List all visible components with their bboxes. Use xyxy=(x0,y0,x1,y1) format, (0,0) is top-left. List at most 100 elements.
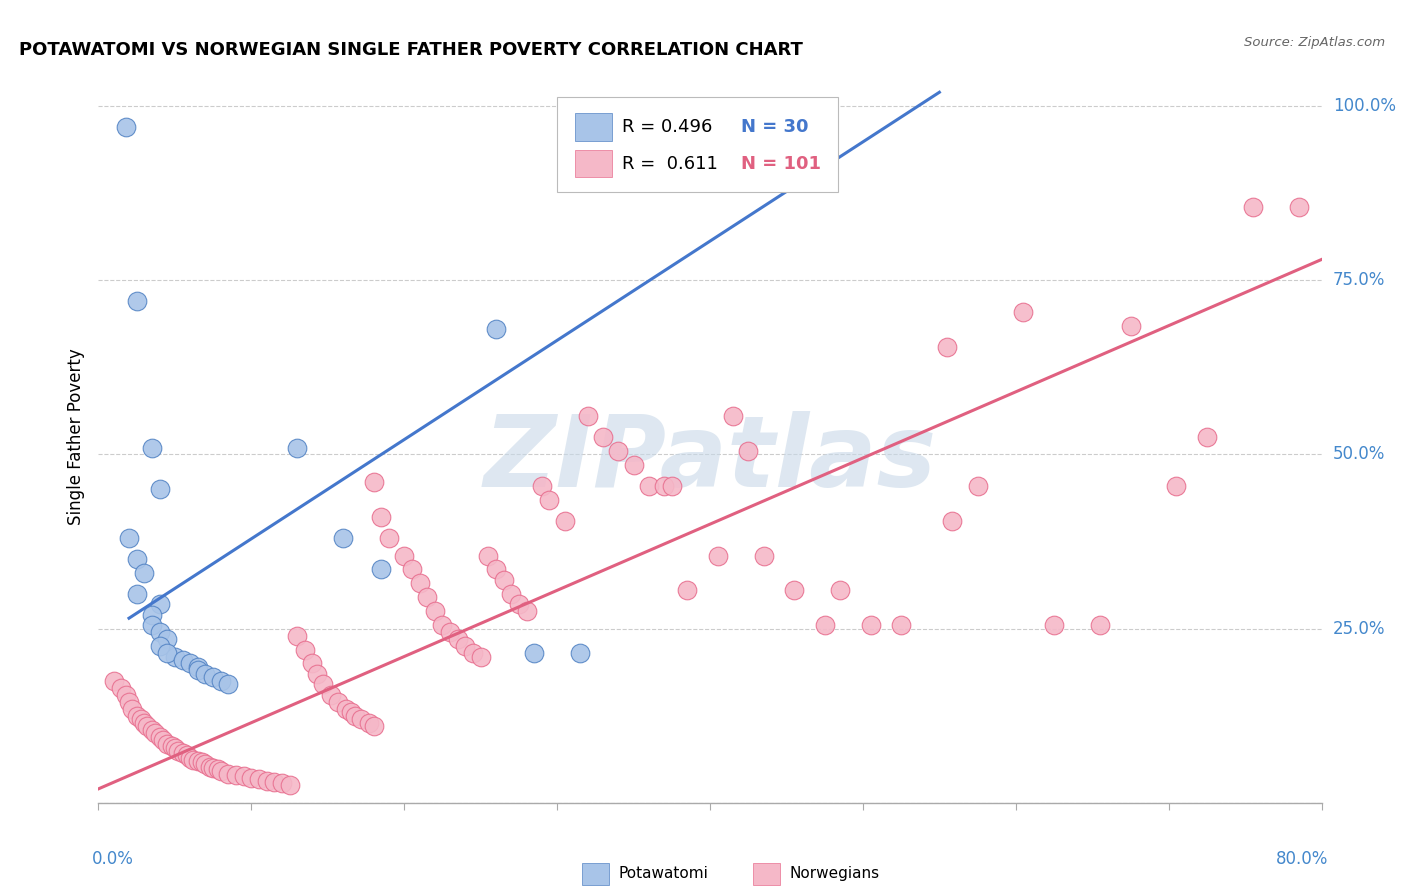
Point xyxy=(706,549,728,563)
Point xyxy=(328,695,350,709)
Point xyxy=(263,775,285,789)
Point xyxy=(576,409,599,424)
Point xyxy=(477,549,499,563)
Point xyxy=(1166,479,1188,493)
Point xyxy=(240,771,263,785)
Text: 25.0%: 25.0% xyxy=(1333,620,1385,638)
Text: N = 30: N = 30 xyxy=(741,118,808,136)
Point xyxy=(167,743,190,757)
Point xyxy=(890,618,912,632)
Point xyxy=(156,646,179,660)
Point xyxy=(160,739,183,753)
Point xyxy=(125,587,148,601)
Point xyxy=(1241,200,1264,214)
Text: Norwegians: Norwegians xyxy=(790,866,880,881)
Point xyxy=(207,763,229,777)
Point xyxy=(392,549,416,563)
Point xyxy=(198,759,221,773)
FancyBboxPatch shape xyxy=(582,863,609,885)
Y-axis label: Single Father Poverty: Single Father Poverty xyxy=(67,349,86,525)
Point xyxy=(187,754,209,768)
Point xyxy=(149,483,172,497)
Point xyxy=(149,730,172,744)
Text: 100.0%: 100.0% xyxy=(1333,97,1396,115)
Point xyxy=(492,573,515,587)
Point xyxy=(247,772,270,786)
Text: Potawatomi: Potawatomi xyxy=(619,866,709,881)
Text: 50.0%: 50.0% xyxy=(1333,445,1385,464)
Point xyxy=(1088,618,1111,632)
Point xyxy=(285,629,308,643)
Point xyxy=(485,322,508,336)
Point xyxy=(652,479,675,493)
Point xyxy=(721,409,744,424)
Text: 80.0%: 80.0% xyxy=(1275,850,1327,868)
Point xyxy=(335,702,357,716)
Text: R = 0.496: R = 0.496 xyxy=(621,118,713,136)
Point xyxy=(202,761,225,775)
Point xyxy=(783,583,806,598)
Point xyxy=(637,479,661,493)
Point xyxy=(156,737,179,751)
Point xyxy=(136,719,159,733)
Point xyxy=(859,618,882,632)
Point xyxy=(623,458,645,472)
Point xyxy=(461,646,484,660)
Point xyxy=(339,705,361,719)
Point xyxy=(447,632,470,646)
Point xyxy=(312,677,335,691)
Point xyxy=(129,712,152,726)
Point xyxy=(149,625,172,640)
Point xyxy=(121,702,143,716)
Point xyxy=(661,479,683,493)
Point xyxy=(350,712,373,726)
FancyBboxPatch shape xyxy=(557,97,838,192)
Point xyxy=(187,664,209,678)
Point xyxy=(202,670,225,684)
Point xyxy=(554,514,576,528)
Point xyxy=(401,562,423,576)
Point xyxy=(332,531,354,545)
FancyBboxPatch shape xyxy=(575,150,612,178)
Point xyxy=(607,444,630,458)
Point xyxy=(344,708,367,723)
Point xyxy=(941,514,963,528)
Point xyxy=(454,639,477,653)
Text: N = 101: N = 101 xyxy=(741,154,821,172)
Point xyxy=(357,715,380,730)
Point xyxy=(408,576,430,591)
Point xyxy=(752,549,775,563)
Point xyxy=(179,657,201,671)
Point xyxy=(194,667,217,681)
Point xyxy=(125,294,148,309)
FancyBboxPatch shape xyxy=(575,113,612,141)
Point xyxy=(115,120,138,134)
Point xyxy=(363,719,385,733)
Point xyxy=(370,562,392,576)
Point xyxy=(676,583,699,598)
Point xyxy=(363,475,385,490)
Point xyxy=(530,479,553,493)
Point xyxy=(285,441,308,455)
Point xyxy=(569,646,592,660)
Point xyxy=(141,723,163,737)
Point xyxy=(516,604,538,618)
Point xyxy=(125,708,148,723)
Point xyxy=(118,695,141,709)
Point xyxy=(936,339,959,353)
Point xyxy=(125,552,148,566)
Point xyxy=(225,768,247,782)
FancyBboxPatch shape xyxy=(752,863,780,885)
Point xyxy=(523,646,546,660)
Point xyxy=(416,591,439,605)
Point xyxy=(187,660,209,674)
Point xyxy=(163,649,186,664)
Point xyxy=(432,618,454,632)
Point xyxy=(538,492,561,507)
Point xyxy=(828,583,851,598)
Point xyxy=(217,766,239,780)
Text: POTAWATOMI VS NORWEGIAN SINGLE FATHER POVERTY CORRELATION CHART: POTAWATOMI VS NORWEGIAN SINGLE FATHER PO… xyxy=(18,41,803,59)
Point xyxy=(370,510,392,524)
Point xyxy=(209,764,232,779)
Text: ZIPatlas: ZIPatlas xyxy=(484,410,936,508)
